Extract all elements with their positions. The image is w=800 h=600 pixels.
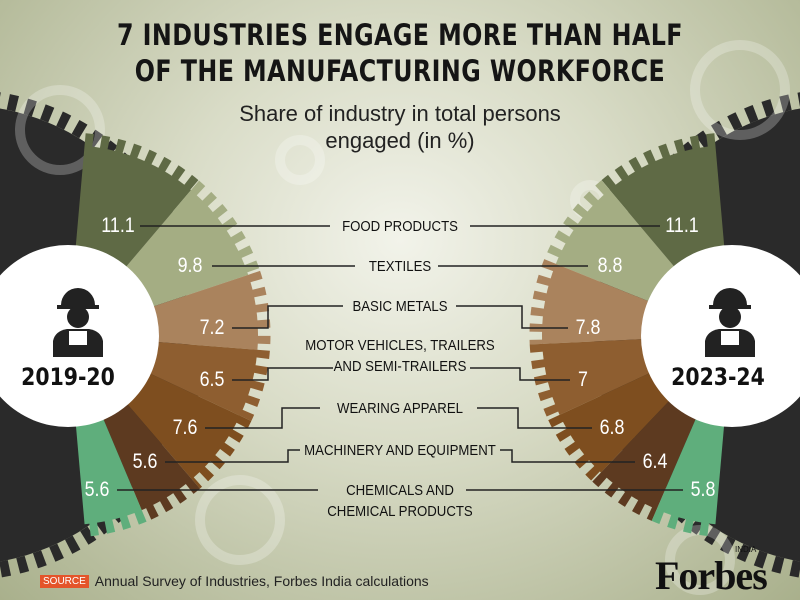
value-2023-24-0: 11.1 xyxy=(665,214,699,237)
connector-line xyxy=(205,407,320,429)
category-label-line: FOOD PRODUCTS xyxy=(342,217,458,235)
category-label-line: CHEMICALS AND xyxy=(346,482,454,499)
category-label: TEXTILES xyxy=(366,256,434,277)
value-2019-20-5: 5.6 xyxy=(132,450,158,473)
value-2019-20-1: 9.8 xyxy=(177,254,203,277)
circle-2023-24: 2023-24 xyxy=(641,245,800,427)
value-2023-24-4: 6.8 xyxy=(599,416,625,439)
worker-hardhat-icon xyxy=(705,288,755,357)
connector-line xyxy=(500,449,635,463)
category-label-line: AND SEMI-TRAILERS xyxy=(333,358,467,375)
logo-text: Forbes xyxy=(655,553,768,598)
value-2019-20-2: 7.2 xyxy=(199,316,225,339)
decorative-gear xyxy=(195,475,285,565)
subtitle-line-1: Share of industry in total persons xyxy=(239,101,561,126)
value-2019-20-4: 7.6 xyxy=(172,416,198,439)
value-2019-20-6: 5.6 xyxy=(84,478,110,501)
decorative-gear xyxy=(690,40,790,140)
circle-2019-20: 2019-20 xyxy=(0,245,159,427)
category-label: FOOD PRODUCTS xyxy=(339,216,460,237)
category-label-line: MACHINERY AND EQUIPMENT xyxy=(304,441,496,459)
wedge-teeth-2019-20-5 xyxy=(141,478,200,522)
value-2023-24-3: 7 xyxy=(578,368,588,391)
wedge-teeth-2019-20-2 xyxy=(247,270,271,351)
category-label: WEARING APPAREL xyxy=(334,398,465,419)
value-2023-24-2: 7.8 xyxy=(575,316,601,339)
title-line-1: 7 INDUSTRIES ENGAGE MORE THAN HALF xyxy=(117,18,683,52)
category-label-line: MOTOR VEHICLES, TRAILERS xyxy=(305,337,495,354)
category-label: MOTOR VEHICLES, TRAILERS AND SEMI-TRAILER… xyxy=(303,335,498,377)
category-label-line: BASIC METALS xyxy=(352,297,448,315)
source-badge: SOURCE xyxy=(40,575,89,588)
source-note: SOURCE Annual Survey of Industries, Forbe… xyxy=(40,573,429,589)
connector-line xyxy=(232,305,343,329)
decorative-gear xyxy=(275,135,325,185)
category-label: MACHINERY AND EQUIPMENT xyxy=(302,440,499,461)
wedge-teeth-2023-24-2 xyxy=(529,259,557,345)
title-line-2: OF THE MANUFACTURING WORKFORCE xyxy=(134,54,666,88)
value-2019-20-3: 6.5 xyxy=(199,368,225,391)
wedge-teeth-2019-20-6 xyxy=(84,509,147,537)
source-text: Annual Survey of Industries, Forbes Indi… xyxy=(94,573,429,589)
wedge-teeth-2019-20-1 xyxy=(190,180,261,276)
connector-line xyxy=(165,449,300,463)
wedge-teeth-2023-24-1 xyxy=(544,180,610,265)
wedge-teeth-2023-24-6 xyxy=(651,508,716,537)
year-label: 2023-24 xyxy=(671,363,765,391)
connector-line xyxy=(456,305,568,329)
value-2023-24-6: 5.8 xyxy=(690,478,716,501)
category-label: CHEMICALS AND CHEMICAL PRODUCTS xyxy=(325,480,476,522)
wedge-teeth-2023-24-4 xyxy=(548,414,602,482)
value-2019-20-0: 11.1 xyxy=(101,214,135,237)
category-label: BASIC METALS xyxy=(350,296,450,317)
worker-hardhat-icon xyxy=(53,288,103,357)
value-2023-24-1: 8.8 xyxy=(597,254,623,277)
logo-sub: INDIA xyxy=(735,545,757,554)
value-2023-24-5: 6.4 xyxy=(642,450,668,473)
subtitle-line-2: engaged (in %) xyxy=(325,128,475,153)
forbes-india-logo: Forbes xyxy=(655,553,768,598)
category-label-line: CHEMICAL PRODUCTS xyxy=(327,503,473,520)
category-label-line: TEXTILES xyxy=(368,257,432,275)
connector-line xyxy=(477,407,592,429)
connector-line xyxy=(232,367,333,381)
wedge-teeth-2023-24-3 xyxy=(529,343,561,421)
wedge-teeth-2023-24-5 xyxy=(592,472,657,521)
decorative-gear xyxy=(15,85,105,175)
category-label-line: WEARING APPAREL xyxy=(337,399,463,417)
wedge-teeth-2019-20-3 xyxy=(239,349,270,422)
connector-line xyxy=(470,367,570,381)
year-label: 2019-20 xyxy=(21,363,115,391)
wedge-teeth-2019-20-4 xyxy=(191,415,252,489)
